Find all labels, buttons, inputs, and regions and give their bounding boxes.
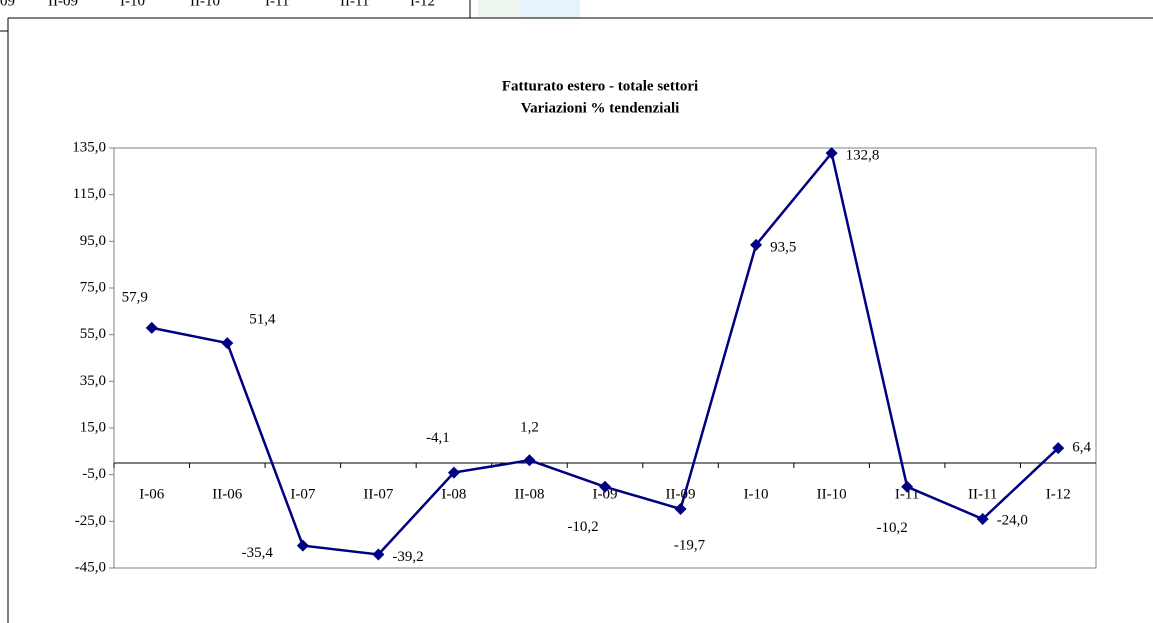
y-tick-label: -45,0: [75, 559, 106, 575]
marker: [523, 454, 536, 467]
x-tick-label: II-09: [666, 486, 696, 502]
data-label: 93,5: [770, 239, 796, 255]
data-label: 57,9: [122, 289, 148, 305]
y-tick-label: -25,0: [75, 513, 106, 529]
data-label: -4,1: [426, 430, 450, 446]
data-label: 6,4: [1072, 440, 1091, 456]
x-tick-label: I-12: [1046, 486, 1071, 502]
sheet-header-cell: I-12: [410, 0, 435, 9]
x-tick-label: II-10: [817, 486, 847, 502]
x-tick-label: I-06: [139, 486, 164, 502]
data-label: -35,4: [242, 545, 274, 561]
data-label: 51,4: [249, 312, 276, 328]
y-tick-label: -5,0: [82, 466, 106, 482]
data-label: -10,2: [877, 520, 908, 536]
marker: [750, 238, 763, 251]
cell: [520, 0, 580, 18]
data-label: -19,7: [674, 537, 706, 553]
marker: [145, 321, 158, 334]
sheet-header-cell: II-11: [340, 0, 369, 9]
cell: [478, 0, 520, 18]
x-tick-label: I-10: [744, 486, 769, 502]
y-tick-label: 55,0: [80, 326, 106, 342]
y-tick-label: 35,0: [80, 373, 106, 389]
data-label: 132,8: [846, 148, 880, 164]
marker: [976, 513, 989, 525]
sheet-header-cell: I-11: [265, 0, 289, 9]
data-label: -39,2: [392, 549, 423, 565]
x-tick-label: II-11: [968, 486, 997, 502]
marker: [372, 548, 385, 561]
data-label: 1,2: [520, 420, 539, 436]
chart-subtitle: Variazioni % tendenziali: [521, 100, 680, 116]
data-label: -24,0: [997, 512, 1028, 528]
y-tick-label: 15,0: [80, 419, 106, 435]
data-label: -10,2: [567, 519, 598, 535]
marker: [599, 480, 611, 493]
chart-title: Fatturato estero - totale settori: [502, 78, 698, 94]
y-tick-label: 95,0: [80, 233, 106, 249]
x-tick-label: II-06: [212, 486, 242, 502]
plot-area: [113, 147, 1097, 569]
marker: [296, 539, 309, 552]
y-tick-label: 75,0: [80, 279, 106, 295]
marker: [674, 502, 687, 515]
marker: [901, 480, 914, 493]
marker: [447, 466, 460, 479]
x-tick-label: II-08: [514, 486, 544, 502]
x-tick-label: I-07: [290, 486, 315, 502]
y-tick-label: 135,0: [72, 139, 106, 155]
x-tick-label: I-09: [593, 486, 618, 502]
sheet-header-cell: I-10: [120, 0, 145, 9]
sheet-header-cell: II-09: [48, 0, 78, 9]
marker: [221, 337, 234, 350]
marker: [1052, 442, 1065, 455]
sheet-header-cell: 09: [0, 0, 15, 9]
x-tick-label: I-08: [441, 486, 466, 502]
y-tick-label: 115,0: [73, 186, 106, 202]
sheet-header-cell: II-10: [190, 0, 220, 9]
x-tick-label: II-07: [363, 486, 393, 502]
marker: [825, 147, 838, 160]
